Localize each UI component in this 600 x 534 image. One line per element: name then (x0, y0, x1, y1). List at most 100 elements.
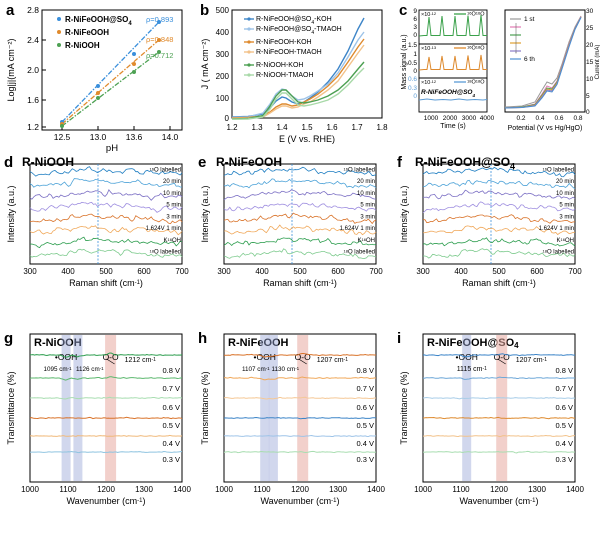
svg-text:1.624V 1 min: 1.624V 1 min (340, 226, 375, 232)
svg-text:400: 400 (216, 28, 230, 37)
svg-text:0.6: 0.6 (408, 76, 417, 83)
svg-text:18O labelled: 18O labelled (150, 249, 181, 256)
svg-text:×10-13: ×10-13 (421, 45, 437, 52)
svg-text:1.624V 1 min: 1.624V 1 min (539, 226, 574, 232)
svg-text:0: 0 (413, 68, 417, 75)
svg-text:16O18O: 16O18O (467, 45, 485, 52)
svg-text:10: 10 (586, 76, 594, 83)
svg-text:R-NiFeOOH@SO4-KOH: R-NiFeOOH@SO4-KOH (256, 16, 332, 26)
svg-text:0.3 V: 0.3 V (162, 455, 180, 464)
svg-text:600: 600 (331, 267, 345, 276)
svg-text:1200: 1200 (490, 485, 508, 494)
svg-text:1.5: 1.5 (301, 123, 313, 132)
svg-text:300: 300 (216, 50, 230, 59)
svg-text:1300: 1300 (135, 485, 153, 494)
svg-text:3: 3 (413, 24, 417, 31)
svg-text:300: 300 (217, 267, 231, 276)
svg-text:1.624V 1 min: 1.624V 1 min (146, 226, 181, 232)
svg-text:1000: 1000 (215, 485, 233, 494)
svg-text:0.4: 0.4 (535, 115, 544, 122)
svg-text:K16OH: K16OH (164, 237, 181, 244)
svg-text:14.0: 14.0 (162, 132, 179, 142)
svg-text:Time (s): Time (s) (440, 123, 465, 130)
svg-text:100: 100 (216, 94, 230, 103)
svg-text:3 min: 3 min (166, 214, 181, 220)
svg-text:K16OH: K16OH (557, 237, 574, 244)
svg-text:Transmittance (%): Transmittance (%) (6, 371, 16, 444)
svg-text:25: 25 (586, 25, 594, 32)
svg-text:5 min: 5 min (360, 203, 375, 209)
svg-text:20 min: 20 min (556, 179, 574, 185)
svg-text:0.3: 0.3 (408, 85, 417, 92)
svg-text:3 min: 3 min (360, 214, 375, 220)
svg-text:20: 20 (586, 42, 594, 49)
svg-text:0: 0 (225, 114, 230, 123)
svg-text:500: 500 (492, 267, 506, 276)
svg-text:2.0: 2.0 (27, 65, 39, 75)
svg-text:0: 0 (586, 109, 590, 116)
svg-text:4000: 4000 (480, 115, 495, 122)
svg-text:1000: 1000 (21, 485, 39, 494)
svg-text:1300: 1300 (329, 485, 347, 494)
svg-text:12.5: 12.5 (54, 132, 71, 142)
svg-text:0: 0 (413, 32, 417, 39)
svg-text:1300: 1300 (528, 485, 546, 494)
svg-text:1.2: 1.2 (27, 122, 39, 132)
svg-text:R-NiOOH-KOH: R-NiOOH-KOH (256, 62, 303, 69)
svg-text:700: 700 (175, 267, 189, 276)
svg-text:2.4: 2.4 (27, 35, 39, 45)
svg-text:R-NiOOH: R-NiOOH (65, 41, 100, 50)
svg-text:0.8 V: 0.8 V (162, 366, 180, 375)
svg-text:R-NiFeOOH@SO4: R-NiFeOOH@SO4 (421, 89, 475, 98)
svg-text:20 min: 20 min (163, 179, 181, 185)
svg-text:K16OH: K16OH (358, 237, 375, 244)
svg-text:1115 cm-1: 1115 cm-1 (457, 366, 487, 373)
svg-text:R-NiFeOOH-TMAOH: R-NiFeOOH-TMAOH (256, 49, 322, 56)
svg-text:Raman shift (cm-1): Raman shift (cm-1) (263, 278, 337, 288)
svg-text:1100: 1100 (452, 485, 470, 494)
svg-text:600: 600 (137, 267, 151, 276)
svg-text:1 st: 1 st (524, 16, 535, 23)
svg-text:1207 cm-1: 1207 cm-1 (516, 357, 548, 364)
svg-text:ρ=0.893: ρ=0.893 (146, 15, 173, 24)
svg-text:1000: 1000 (424, 115, 439, 122)
svg-text:9: 9 (413, 8, 417, 15)
svg-text:0.4 V: 0.4 V (162, 439, 180, 448)
svg-text:R-NiFeOOH: R-NiFeOOH (65, 28, 109, 37)
svg-text:400: 400 (61, 267, 75, 276)
svg-text:500: 500 (99, 267, 113, 276)
svg-text:1200: 1200 (97, 485, 115, 494)
svg-text:E (V vs. RHE): E (V vs. RHE) (279, 134, 335, 144)
svg-text:3 min: 3 min (559, 214, 574, 220)
svg-text:0.8 V: 0.8 V (356, 366, 374, 375)
svg-text:1400: 1400 (367, 485, 385, 494)
svg-text:0.5 V: 0.5 V (555, 421, 573, 430)
svg-text:2.8: 2.8 (27, 5, 39, 15)
svg-text:1.4: 1.4 (276, 123, 288, 132)
svg-text:0.5: 0.5 (408, 60, 417, 67)
svg-text:R-NiFeOOH-KOH: R-NiFeOOH-KOH (256, 39, 312, 46)
svg-text:16O16O: 16O16O (467, 11, 485, 18)
svg-text:J ( mA cm⁻²): J ( mA cm⁻²) (200, 39, 210, 90)
svg-text:16O labelled: 16O labelled (344, 167, 375, 174)
svg-text:0.5 V: 0.5 V (162, 421, 180, 430)
svg-text:0.3 V: 0.3 V (356, 455, 374, 464)
svg-text:1207 cm-1: 1207 cm-1 (317, 357, 349, 364)
svg-text:18O labelled: 18O labelled (344, 249, 375, 256)
svg-text:0.4 V: 0.4 V (555, 439, 573, 448)
svg-text:700: 700 (568, 267, 582, 276)
svg-text:R-NiOOH-TMAOH: R-NiOOH-TMAOH (256, 72, 314, 79)
svg-text:Mass signal (a.u.): Mass signal (a.u.) (401, 34, 408, 89)
svg-text:0.3 V: 0.3 V (555, 455, 573, 464)
svg-text:6: 6 (413, 16, 417, 23)
svg-text:Wavenumber (cm-1): Wavenumber (cm-1) (260, 496, 339, 506)
svg-text:0.2: 0.2 (516, 115, 525, 122)
svg-text:0.6 V: 0.6 V (162, 403, 180, 412)
svg-text:16O labelled: 16O labelled (150, 167, 181, 174)
svg-text:15: 15 (586, 59, 594, 66)
svg-text:20 min: 20 min (357, 179, 375, 185)
svg-text:1.8: 1.8 (376, 123, 388, 132)
svg-text:1.6: 1.6 (27, 95, 39, 105)
svg-text:400: 400 (454, 267, 468, 276)
svg-text:5 min: 5 min (166, 203, 181, 209)
